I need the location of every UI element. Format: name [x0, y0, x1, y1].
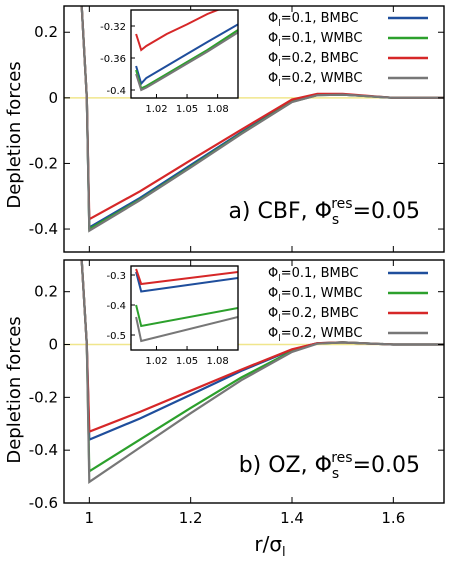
legend-rest: =0.2, BMBC: [281, 306, 359, 321]
legend-phi: Φ: [268, 31, 278, 46]
legend-phi: Φ: [268, 326, 278, 341]
legend-label: Φl=0.2, BMBC: [268, 51, 358, 69]
panel-label-prefix: a) CBF, Φ: [228, 199, 331, 224]
y-tick-label: -0.6: [29, 494, 58, 512]
legend-sub: l: [278, 59, 281, 69]
panel-label-sub: s: [332, 466, 339, 482]
inset-y-tick-label: -0.5: [106, 331, 126, 342]
panel-label: a) CBF, Φsres=0.05: [228, 196, 420, 228]
inset-series-line-4: [135, 316, 238, 343]
x-tick-label: 1: [85, 509, 95, 527]
inset-y-tick-label: -0.4: [106, 301, 126, 312]
legend-rest: =0.1, BMBC: [281, 266, 359, 281]
legend-sub: l: [278, 334, 281, 344]
legend-label: Φl=0.2, WMBC: [268, 326, 362, 344]
inset-x-tick-label: 1.08: [206, 104, 228, 115]
legend-rest: =0.2, WMBC: [281, 326, 363, 341]
y-tick-label: 0.2: [34, 283, 58, 301]
panel-label-sup: res: [331, 450, 352, 466]
legend-sub: l: [278, 294, 281, 304]
y-tick-label: -0.4: [29, 220, 58, 238]
series-line-4: [80, 6, 444, 233]
legend-rest: =0.1, WMBC: [281, 286, 363, 301]
plot-frame: [63, 5, 445, 253]
legend-sub: l: [278, 314, 281, 324]
legend-sub: l: [278, 39, 281, 49]
inset-a: -0.32 -0.36 -0.4 1.02 1.05 1.08: [100, 9, 239, 115]
inset-y-tick-label: -0.36: [100, 54, 126, 65]
series-line-4: [80, 260, 444, 484]
panel-label-sup: res: [331, 196, 352, 212]
legend-label: Φl=0.1, WMBC: [268, 286, 362, 304]
legend-phi: Φ: [268, 11, 278, 26]
legend-sub: l: [278, 274, 281, 284]
x-tick-label: 1.2: [179, 509, 203, 527]
x-tick-label: 1.4: [280, 509, 304, 527]
legend-sub: l: [278, 19, 281, 29]
panel-label-suffix: =0.05: [353, 453, 420, 478]
panel-label-sub: s: [332, 212, 339, 228]
inset-y-tick-label: -0.4: [106, 86, 126, 97]
inset-b: -0.3 -0.4 -0.5 1.02 1.05 1.08: [106, 265, 239, 367]
inset-x-tick-label: 1.02: [145, 356, 167, 367]
inset-y-tick-label: -0.32: [100, 22, 126, 33]
x-axis-title: r/σl: [254, 532, 285, 560]
inset-series-line-3: [135, 268, 238, 286]
inset-frame: [130, 265, 239, 351]
legend-sub: l: [278, 79, 281, 89]
inset-frame: [130, 9, 239, 99]
inset-series-line-1: [135, 271, 238, 293]
y-tick-label: 0.2: [34, 23, 58, 41]
inset-series-line-3: [135, 10, 221, 52]
series-group: [80, 6, 444, 233]
panel-label: b) OZ, Φsres=0.05: [239, 450, 420, 482]
legend-phi: Φ: [268, 286, 278, 301]
y-axis-title-top: Depletion forces: [4, 61, 25, 208]
legend-rest: =0.1, BMBC: [281, 11, 359, 26]
inset-series-line-1: [135, 23, 238, 86]
inset-series-line-4: [135, 31, 238, 92]
series-group: [80, 260, 444, 484]
legend-phi: Φ: [268, 266, 278, 281]
y-tick-label: -0.2: [29, 154, 58, 172]
legend-phi: Φ: [268, 71, 278, 86]
y-tick-label: -0.2: [29, 388, 58, 406]
inset-series-group: [135, 10, 238, 92]
legend-rest: =0.2, WMBC: [281, 71, 363, 86]
legend-label: Φl=0.1, BMBC: [268, 266, 358, 284]
plot-frame: [63, 259, 445, 504]
legend-phi: Φ: [268, 306, 278, 321]
y-tick-label: 0: [48, 89, 58, 107]
inset-y-tick-label: -0.3: [106, 271, 126, 282]
y-tick-label: 0: [48, 336, 58, 354]
legend-label: Φl=0.2, WMBC: [268, 71, 362, 89]
inset-x-tick-label: 1.08: [206, 356, 228, 367]
legend-label: Φl=0.1, BMBC: [268, 11, 358, 29]
y-tick-label: -0.4: [29, 441, 58, 459]
legend-label: Φl=0.2, BMBC: [268, 306, 358, 324]
legend-label: Φl=0.1, WMBC: [268, 31, 362, 49]
inset-x-tick-label: 1.05: [176, 356, 198, 367]
y-axis-title-bottom: Depletion forces: [4, 316, 25, 463]
legend-rest: =0.1, WMBC: [281, 31, 363, 46]
legend-phi: Φ: [268, 51, 278, 66]
x-tick-label: 1.6: [381, 509, 405, 527]
inset-x-tick-label: 1.05: [176, 104, 198, 115]
inset-x-tick-label: 1.02: [145, 104, 167, 115]
panel-label-suffix: =0.05: [353, 199, 420, 224]
panel-b: 0.20-0.2-0.4-0.61 1.2 1.4 1.6Φl=0.1, BMBCΦl…: [29, 259, 445, 527]
panel-label-prefix: b) OZ, Φ: [239, 453, 332, 478]
inset-series-group: [135, 268, 238, 343]
inset-series-line-2: [135, 304, 238, 328]
legend-rest: =0.2, BMBC: [281, 51, 359, 66]
